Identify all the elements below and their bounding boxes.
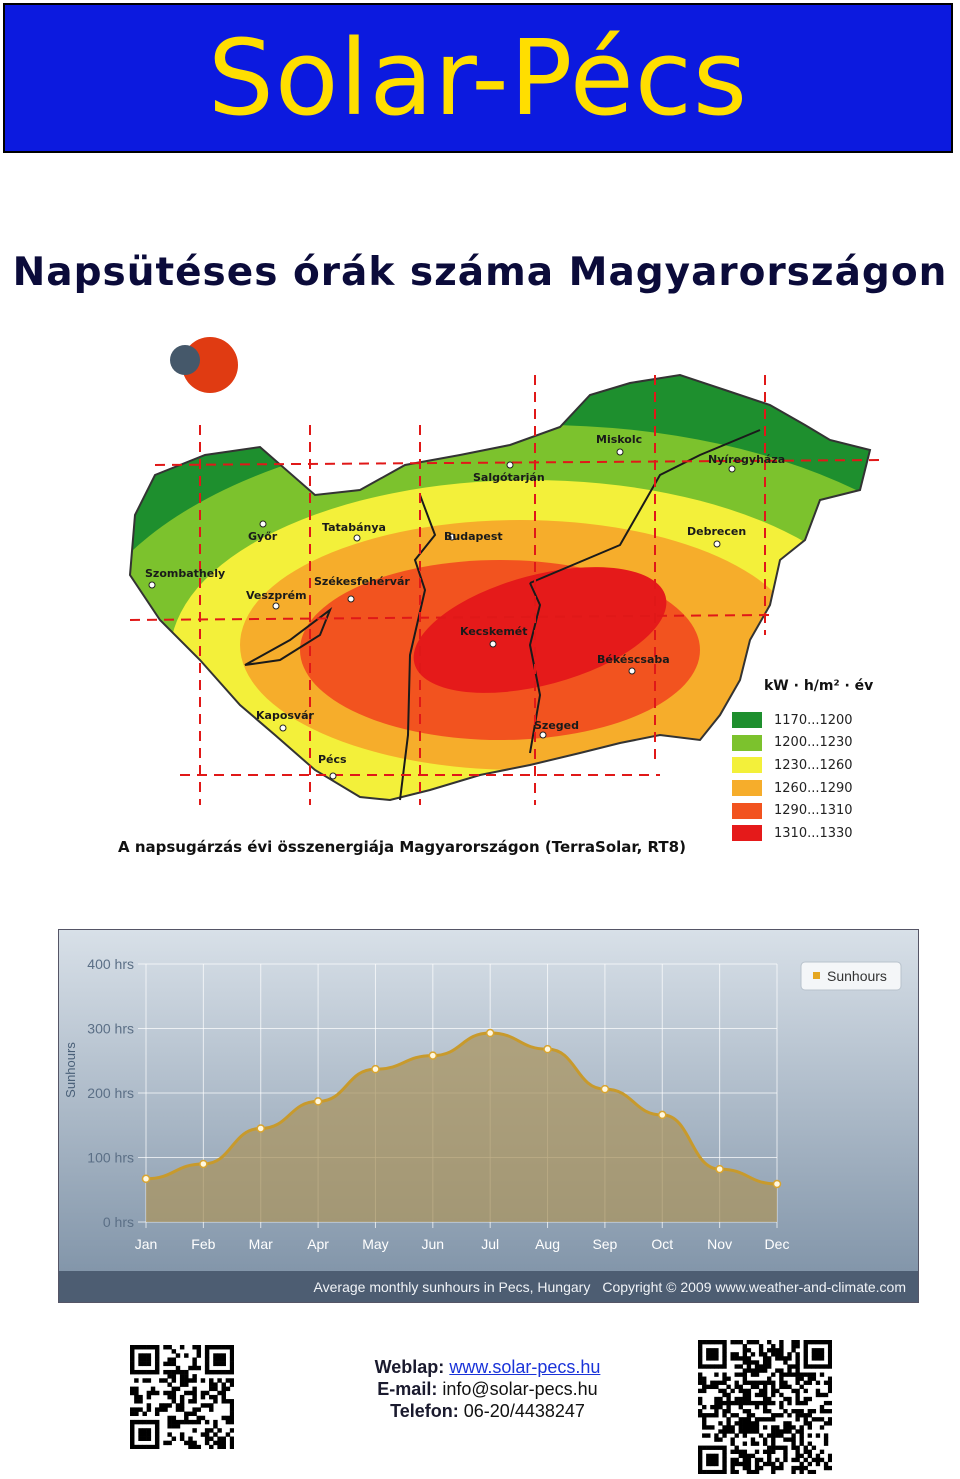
legend-swatch	[732, 825, 762, 842]
map-legend: kW · h/m² · év 1170...1200 1200...1230 1…	[732, 678, 892, 845]
legend-row: 1310...1330	[732, 822, 892, 845]
web-link[interactable]: www.solar-pecs.hu	[449, 1357, 601, 1377]
contact-phone: Telefon: 06-20/4438247	[300, 1400, 675, 1422]
x-tick-label: Mar	[249, 1236, 273, 1252]
map-label-szeged: Szeged	[534, 719, 579, 732]
sunhours-point	[256, 1124, 265, 1133]
chart-footer: Average monthly sunhours in Pecs, Hungar…	[59, 1271, 918, 1302]
sunhours-point	[428, 1051, 438, 1060]
x-tick-label: Nov	[707, 1236, 732, 1252]
sunhours-point	[313, 1097, 323, 1106]
chart-legend: Sunhours	[800, 961, 902, 991]
qr-code-right	[698, 1340, 833, 1475]
y-tick-label: 100 hrs	[87, 1150, 134, 1166]
map-label-debrecen: Debrecen	[687, 525, 746, 538]
legend-swatch	[732, 802, 762, 819]
sunhours-chart-svg: 0 hrs 100 hrs 200 hrs 300 hrs 400 hrs Jan Feb…	[59, 930, 918, 1271]
legend-marker	[813, 972, 820, 979]
map-label-miskolc: Miskolc	[596, 433, 642, 446]
sunhours-point	[772, 1179, 782, 1189]
map-caption: A napsugárzás évi összenergiája Magyaror…	[118, 838, 686, 856]
map-label-gyor: Győr	[248, 530, 278, 543]
sunhours-point	[485, 1028, 495, 1038]
web-label: Weblap:	[374, 1357, 445, 1377]
map-label-budapest: Budapest	[444, 530, 503, 543]
map-label-tatabanya: Tatabánya	[322, 521, 386, 534]
y-axis-label: Sunhours	[63, 1042, 78, 1098]
y-tick-label: 300 hrs	[87, 1021, 134, 1037]
legend-label: 1260...1290	[774, 780, 853, 796]
sunhours-line	[145, 1031, 778, 1186]
x-tick-label: Oct	[651, 1236, 673, 1252]
x-tick-label: Jul	[481, 1236, 499, 1252]
map-label-bekescsaba: Békéscsaba	[597, 653, 670, 666]
x-tick-label: Dec	[765, 1236, 790, 1252]
map-label-veszprem: Veszprém	[246, 589, 307, 602]
map-label-kecskemet: Kecskemét	[460, 625, 528, 638]
sunhours-point	[371, 1064, 380, 1074]
sunhours-point	[600, 1084, 610, 1094]
y-tick-label: 200 hrs	[87, 1085, 134, 1101]
map-label-salgotarjan: Salgótarján	[473, 471, 545, 484]
chart-footer-title: Average monthly sunhours in Pecs, Hungar…	[313, 1278, 591, 1295]
legend-label: 1290...1310	[774, 803, 853, 819]
sunhours-point	[199, 1159, 208, 1169]
contact-email: E-mail: info@solar-pecs.hu	[300, 1378, 675, 1400]
legend-swatch	[732, 757, 762, 774]
sunhours-point	[658, 1110, 667, 1120]
legend-swatch	[732, 780, 762, 797]
x-tick-label: Aug	[535, 1236, 560, 1252]
hungary-map-graphic: Miskolc Nyíregyháza Salgótarján Győr Tat…	[128, 337, 881, 805]
legend-swatch	[732, 734, 762, 751]
x-tick-label: Jan	[135, 1236, 158, 1252]
chart-footer-copyright: Copyright © 2009 www.weather-and-climate…	[602, 1278, 906, 1295]
legend-label: 1230...1260	[774, 757, 853, 773]
qr-code-left	[130, 1345, 235, 1450]
phone-value: 06-20/4438247	[463, 1401, 585, 1421]
email-label: E-mail:	[377, 1379, 438, 1399]
legend-row: 1230...1260	[732, 754, 892, 777]
sunhours-chart: 0 hrs 100 hrs 200 hrs 300 hrs 400 hrs Jan Feb…	[58, 929, 919, 1303]
solar-map: Miskolc Nyíregyháza Salgótarján Győr Tat…	[60, 335, 890, 875]
legend-row: 1290...1310	[732, 799, 892, 822]
legend-label: 1310...1330	[774, 825, 853, 841]
sunhours-point	[543, 1044, 552, 1054]
x-tick-label: Sep	[592, 1236, 617, 1252]
y-tick-label: 400 hrs	[87, 956, 134, 972]
legend-row: 1260...1290	[732, 777, 892, 800]
legend-row: 1170...1200	[732, 709, 892, 732]
phone-label: Telefon:	[390, 1401, 459, 1421]
map-label-kaposvar: Kaposvár	[256, 709, 315, 722]
contact-web: Weblap: www.solar-pecs.hu	[300, 1356, 675, 1378]
legend-label-sunhours: Sunhours	[827, 968, 887, 984]
legend-swatch	[732, 712, 762, 729]
x-tick-label: Apr	[307, 1236, 329, 1252]
x-tick-label: May	[362, 1236, 388, 1252]
map-label-szekesfehervar: Székesfehérvár	[314, 575, 410, 588]
legend-title: kW · h/m² · év	[764, 678, 874, 694]
x-tick-label: Jun	[422, 1236, 445, 1252]
headline: Napsütéses órák száma Magyarországon	[12, 250, 948, 295]
legend-label: 1170...1200	[774, 712, 853, 728]
y-tick-label: 0 hrs	[103, 1214, 134, 1230]
legend-row: 1200...1230	[732, 732, 892, 755]
email-value[interactable]: info@solar-pecs.hu	[442, 1379, 598, 1399]
map-label-nyiregyhaza: Nyíregyháza	[708, 453, 785, 466]
sunhours-area	[146, 1033, 777, 1222]
map-label-pecs: Pécs	[318, 753, 347, 766]
sunhours-point	[715, 1164, 724, 1174]
x-tick-label: Feb	[191, 1236, 215, 1252]
legend-label: 1200...1230	[774, 735, 853, 751]
sunhours-point	[141, 1174, 151, 1184]
banner-title: Solar-Pécs	[207, 17, 749, 139]
title-banner: Solar-Pécs	[3, 3, 953, 153]
map-label-szombathely: Szombathely	[145, 567, 225, 580]
contact-block: Weblap: www.solar-pecs.hu E-mail: info@s…	[300, 1356, 675, 1422]
